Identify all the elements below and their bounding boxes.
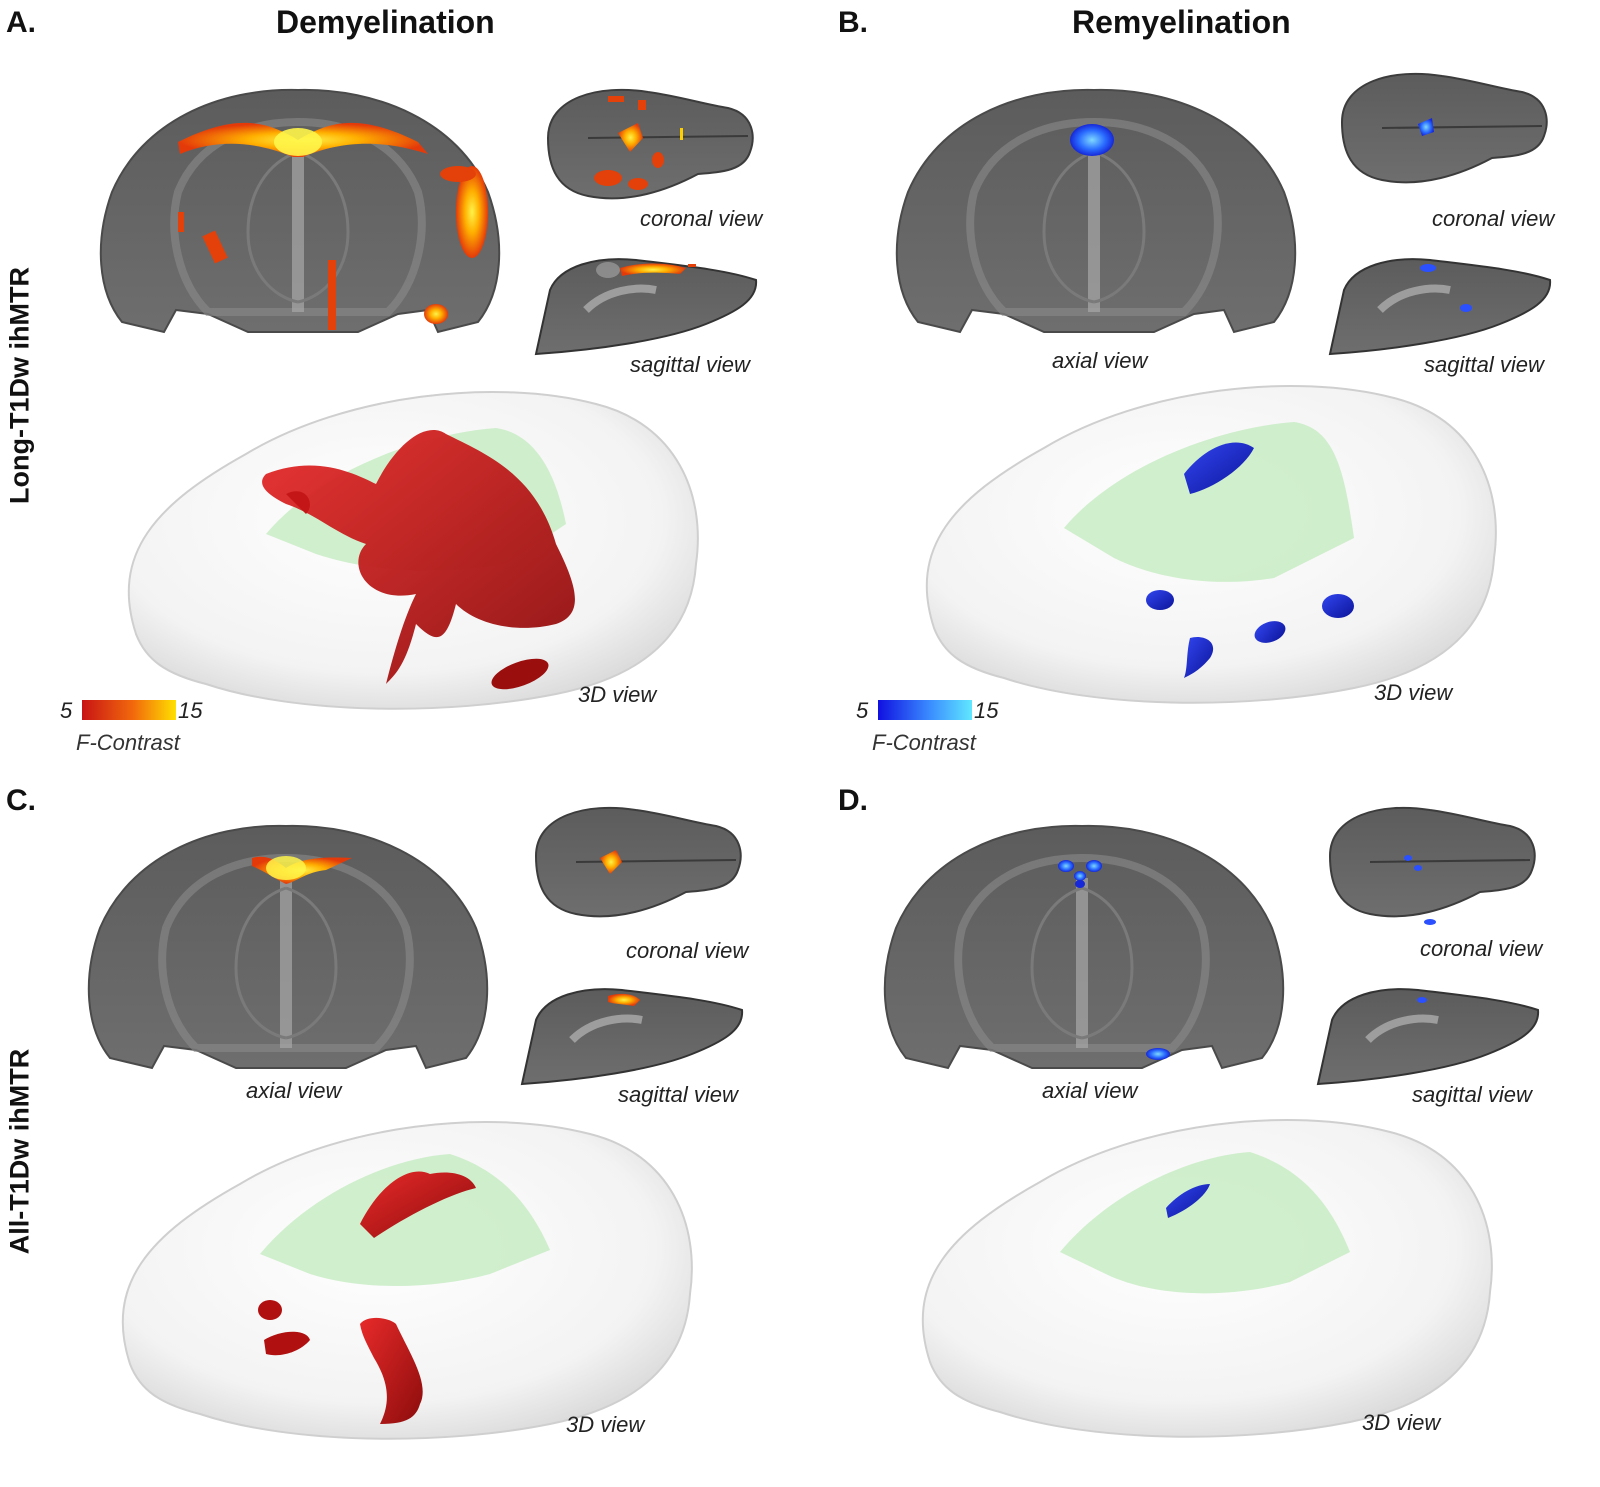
colorbar-title-b: F-Contrast	[872, 730, 976, 755]
view-label-3d-a: 3D view	[578, 682, 657, 707]
view-label-sagittal-a: sagittal view	[630, 352, 750, 377]
view-label-axial-c: axial view	[246, 1078, 342, 1103]
view-label-sagittal-b: sagittal view	[1424, 352, 1544, 377]
brain-3d-d	[921, 1118, 1493, 1438]
view-label-3d-c: 3D view	[566, 1412, 645, 1437]
colorbar-max-b: 15	[974, 698, 999, 723]
slice-sagittal-a	[534, 258, 758, 356]
white-matter-overlay	[1064, 422, 1354, 582]
row-label-all-t1dw: All-T1Dw ihMTR	[4, 1048, 35, 1255]
slice-coronal-c	[534, 806, 742, 918]
view-label-coronal-b: coronal view	[1432, 206, 1555, 231]
brain-3d-c	[121, 1120, 693, 1440]
colorbar-min-b: 5	[856, 698, 869, 723]
column-title-remyelination: Remyelination	[1072, 4, 1291, 40]
slice-large-d	[883, 824, 1285, 1070]
colorbar-min-a: 5	[60, 698, 73, 723]
panel-letter-d: D.	[838, 784, 868, 817]
slice-sagittal-b	[1328, 258, 1552, 356]
lesion-3d-remyelination	[1184, 442, 1254, 494]
view-label-coronal-c: coronal view	[626, 938, 749, 963]
view-label-axial-b: axial view	[1052, 348, 1148, 373]
colorbar-max-a: 15	[178, 698, 203, 723]
view-label-sagittal-c: sagittal view	[618, 1082, 738, 1107]
view-label-coronal-d: coronal view	[1420, 936, 1543, 961]
view-label-3d-d: 3D view	[1362, 1410, 1441, 1435]
colorbar-remyelination	[878, 700, 972, 720]
panel-letter-b: B.	[838, 6, 868, 39]
brain-3d-b	[925, 384, 1497, 704]
slice-sagittal-d	[1316, 988, 1540, 1086]
lesion-3d-demyelination	[262, 429, 575, 684]
view-label-axial-d: axial view	[1042, 1078, 1138, 1103]
white-matter-overlay	[260, 1154, 550, 1286]
slice-coronal-b	[1340, 72, 1548, 184]
slice-large-c	[87, 824, 489, 1070]
slice-large-b	[895, 88, 1297, 334]
slice-coronal-a	[546, 88, 754, 200]
panel-letter-a: A.	[6, 6, 36, 39]
colorbar-demyelination	[82, 700, 176, 720]
view-label-coronal-a: coronal view	[640, 206, 763, 231]
lesion-3d-remyelination	[1166, 1184, 1210, 1218]
view-label-sagittal-d: sagittal view	[1412, 1082, 1532, 1107]
slice-coronal-d	[1328, 806, 1536, 925]
row-label-long-t1dw: Long-T1Dw ihMTR	[4, 267, 35, 504]
brain-3d-a	[127, 390, 699, 710]
column-title-demyelination: Demyelination	[276, 4, 495, 40]
colorbar-title-a: F-Contrast	[76, 730, 180, 755]
panel-letter-c: C.	[6, 784, 36, 817]
slice-large-a	[99, 88, 501, 334]
slice-sagittal-c	[520, 988, 744, 1086]
view-label-3d-b: 3D view	[1374, 680, 1453, 705]
lesion-3d-demyelination	[360, 1171, 476, 1238]
white-matter-overlay	[1060, 1152, 1350, 1294]
